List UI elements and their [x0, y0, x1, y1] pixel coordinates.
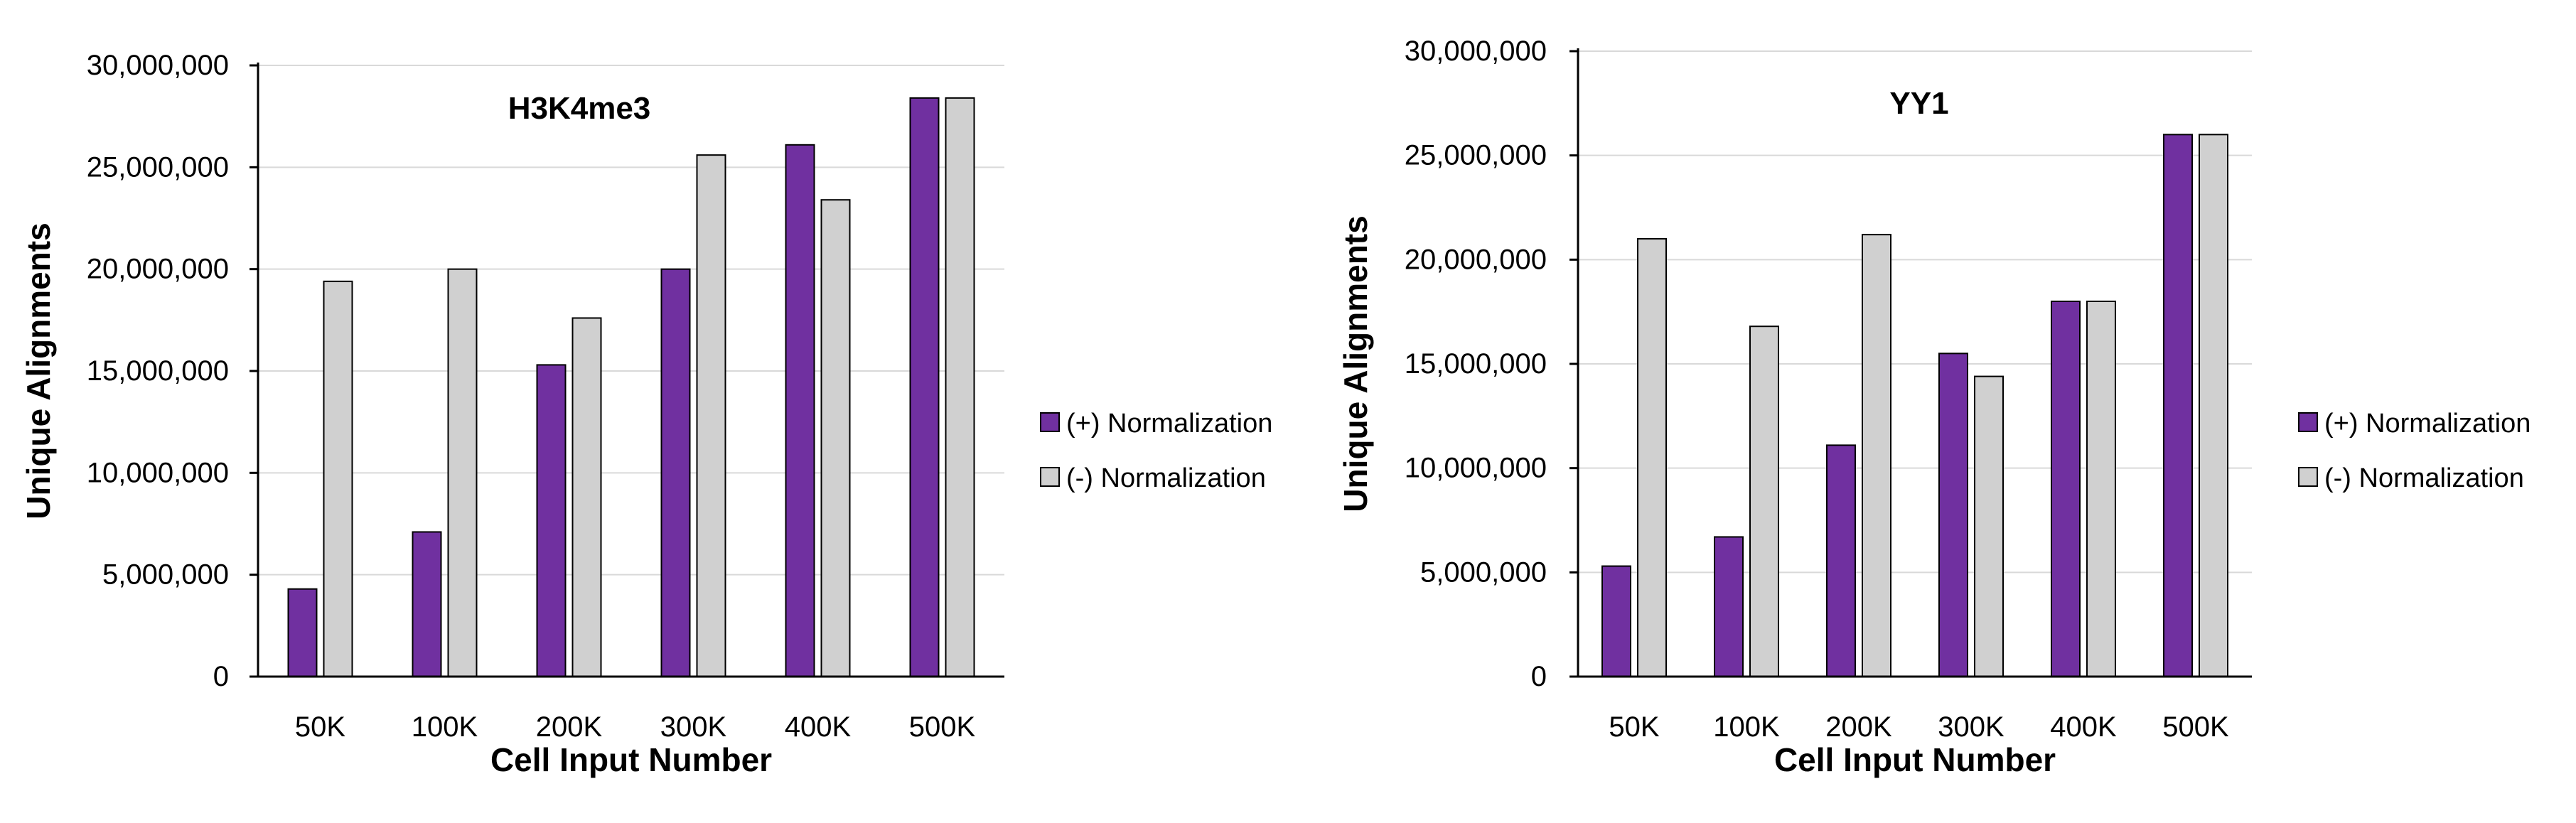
- bar-minus-normalization-400k: [820, 199, 851, 677]
- x-tick-label: 300K: [660, 711, 727, 743]
- y-tick-label: 15,000,000: [87, 355, 229, 387]
- x-tick-label: 100K: [1713, 711, 1780, 743]
- bar-minus-normalization-300k: [696, 154, 726, 677]
- bar-plus-normalization-300k: [660, 268, 691, 677]
- y-tick-label: 10,000,000: [87, 457, 229, 488]
- y-tick-label: 25,000,000: [87, 151, 229, 183]
- y-tick-label: 0: [1531, 661, 1547, 692]
- bar-minus-normalization-300k: [1974, 375, 2004, 677]
- chart-title: YY1: [1889, 86, 1948, 121]
- x-tick-label: 200K: [536, 711, 603, 743]
- legend: (+) Normalization (-) Normalization: [1040, 409, 1272, 493]
- y-tick-label: 0: [213, 661, 229, 692]
- legend-label-plus-normalization: (+) Normalization: [1066, 409, 1272, 439]
- bar-plus-normalization-50k: [1601, 565, 1631, 677]
- bar-plus-normalization-300k: [1938, 353, 1968, 677]
- legend: (+) Normalization (-) Normalization: [2298, 409, 2531, 493]
- legend-label-minus-normalization: (-) Normalization: [1066, 463, 1266, 493]
- bar-plus-normalization-400k: [2051, 301, 2081, 677]
- bar-plus-normalization-100k: [412, 531, 442, 678]
- bar-minus-normalization-500k: [2199, 134, 2228, 678]
- x-tick-label: 50K: [1609, 711, 1659, 743]
- y-tick-label: 15,000,000: [1405, 348, 1547, 380]
- y-tick-label: 20,000,000: [1405, 244, 1547, 275]
- bar-minus-normalization-500k: [945, 97, 975, 678]
- chart-title: H3K4me3: [508, 91, 651, 126]
- y-axis-title: Unique Alignments: [20, 222, 57, 519]
- x-tick-label: 400K: [785, 711, 852, 743]
- bar-minus-normalization-200k: [1862, 234, 1891, 677]
- y-tick-label: 5,000,000: [102, 559, 229, 591]
- x-tick-label: 50K: [295, 711, 345, 743]
- x-tick-label: 300K: [1938, 711, 2005, 743]
- legend-swatch-plus-normalization: [1040, 412, 1060, 432]
- bar-plus-normalization-200k: [1826, 444, 1856, 678]
- x-tick-label: 100K: [412, 711, 478, 743]
- x-tick-label: 400K: [2050, 711, 2117, 743]
- bar-plus-normalization-500k: [2163, 134, 2193, 678]
- x-tick-label: 500K: [2162, 711, 2229, 743]
- y-tick-label: 10,000,000: [1405, 453, 1547, 484]
- bar-plus-normalization-400k: [785, 144, 815, 678]
- bar-minus-normalization-50k: [1637, 238, 1667, 677]
- x-axis-title: Cell Input Number: [1774, 741, 2056, 778]
- bar-minus-normalization-200k: [571, 317, 602, 677]
- y-axis-title: Unique Alignments: [1337, 215, 1374, 512]
- y-tick-label: 5,000,000: [1420, 556, 1547, 588]
- legend-swatch-plus-normalization: [2298, 412, 2318, 432]
- x-tick-label: 500K: [909, 711, 976, 743]
- y-tick-label: 20,000,000: [87, 254, 229, 285]
- y-tick-label: 25,000,000: [1405, 140, 1547, 171]
- chart-2: 0 5,000,000 10,000,000 15,000,000 20,000,000…: [1337, 36, 2531, 778]
- legend-swatch-minus-normalization: [1040, 467, 1060, 487]
- chart-1: 0 5,000,000 10,000,000 15,000,000 20,000,000…: [20, 50, 1272, 778]
- bar-minus-normalization-100k: [1749, 326, 1779, 677]
- bar-minus-normalization-100k: [447, 268, 478, 677]
- legend-label-plus-normalization: (+) Normalization: [2324, 409, 2531, 439]
- legend-label-minus-normalization: (-) Normalization: [2324, 463, 2524, 493]
- bar-minus-normalization-50k: [323, 280, 353, 678]
- legend-swatch-minus-normalization: [2298, 467, 2318, 487]
- bar-minus-normalization-400k: [2086, 301, 2116, 677]
- x-axis-title: Cell Input Number: [490, 741, 772, 778]
- bar-plus-normalization-200k: [536, 364, 567, 678]
- y-tick-label: 30,000,000: [87, 50, 229, 81]
- y-tick-label: 30,000,000: [1405, 36, 1547, 67]
- x-tick-label: 200K: [1825, 711, 1892, 743]
- bar-plus-normalization-50k: [287, 588, 318, 678]
- bar-plus-normalization-500k: [909, 97, 940, 678]
- bar-plus-normalization-100k: [1714, 536, 1744, 678]
